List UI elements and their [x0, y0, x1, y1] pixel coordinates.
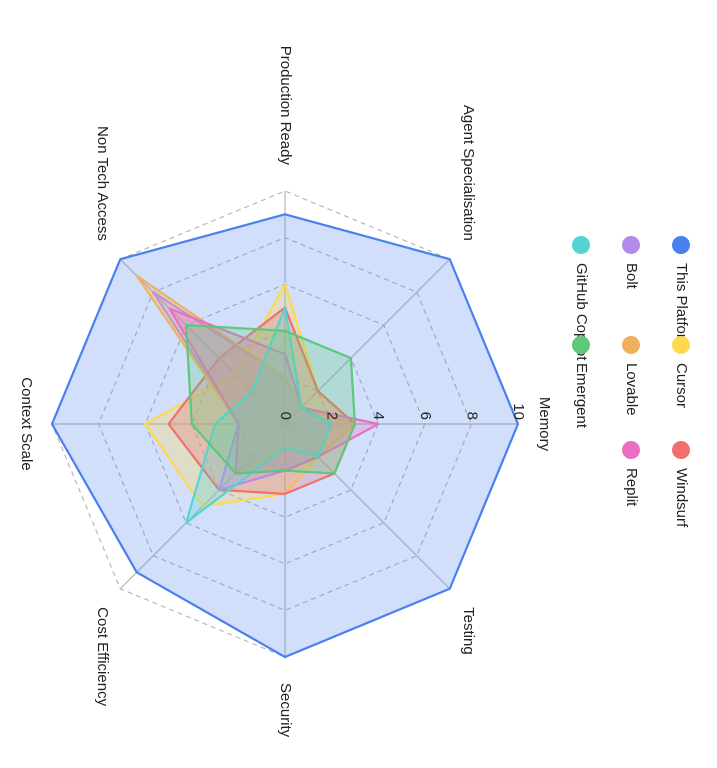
- legend-swatch: [622, 336, 640, 354]
- legend-item-windsurf[interactable]: Windsurf: [672, 441, 690, 528]
- axis-label-agent-specialisation: Agent Specialisation: [460, 105, 477, 241]
- series-emergent: [185, 324, 356, 475]
- series-github-copilot: [185, 306, 333, 524]
- axis-label-memory: Memory: [536, 397, 553, 452]
- legend-item-lovable[interactable]: Lovable: [622, 336, 640, 416]
- legend-item-cursor[interactable]: Cursor: [672, 336, 690, 408]
- tick-label: 8: [463, 412, 480, 420]
- axis-label-cost-efficiency: Cost Efficiency: [94, 607, 111, 706]
- grid-spoke: [119, 258, 286, 425]
- tick-labels: 0 2 4 6 8 10: [277, 403, 527, 420]
- legend-swatch: [622, 441, 640, 459]
- axis-label-testing: Testing: [460, 607, 477, 655]
- axis-labels: Memory Testing Security Cost Efficiency Cont…: [18, 46, 553, 738]
- legend-label: Cursor: [673, 363, 690, 408]
- tick-label: 0: [277, 412, 294, 420]
- legend-label: This Platform: [673, 263, 690, 351]
- legend-item-github-copilot[interactable]: GitHub Copilot: [572, 236, 590, 361]
- legend-item-bolt[interactable]: Bolt: [622, 236, 640, 290]
- legend-swatch: [572, 236, 590, 254]
- axis-label-production-ready: Production Ready: [277, 46, 294, 166]
- axis-label-security: Security: [277, 683, 294, 738]
- legend: This Platform Cursor Windsurf Bolt Lovable Re…: [572, 236, 690, 528]
- legend-item-this-platform[interactable]: This Platform: [672, 236, 690, 351]
- series-cursor: [144, 283, 356, 508]
- grid-spoke: [284, 258, 451, 425]
- tick-label: 6: [417, 412, 434, 420]
- legend-swatch: [672, 441, 690, 459]
- legend-item-replit[interactable]: Replit: [622, 441, 640, 507]
- radar-series: [50, 213, 520, 659]
- legend-swatch: [672, 336, 690, 354]
- legend-label: Windsurf: [673, 468, 690, 528]
- legend-swatch: [572, 336, 590, 354]
- axis-label-context-scale: Context Scale: [18, 377, 35, 470]
- legend-label: Lovable: [623, 363, 640, 416]
- legend-item-emergent[interactable]: Emergent: [572, 336, 590, 429]
- series-replit: [168, 307, 380, 475]
- tick-label: 2: [324, 412, 341, 420]
- tick-label: 4: [370, 412, 387, 420]
- legend-swatch: [622, 236, 640, 254]
- series-this-platform: [50, 213, 520, 659]
- grid-spoke: [284, 423, 451, 590]
- legend-label: Emergent: [573, 363, 590, 429]
- tick-label: 10: [510, 403, 527, 420]
- legend-swatch: [672, 236, 690, 254]
- legend-label: Replit: [623, 468, 640, 507]
- series-windsurf: [167, 306, 356, 495]
- legend-label: Bolt: [623, 263, 640, 290]
- axis-label-non-tech-access: Non Tech Access: [94, 126, 111, 241]
- legend-label: GitHub Copilot: [573, 263, 590, 361]
